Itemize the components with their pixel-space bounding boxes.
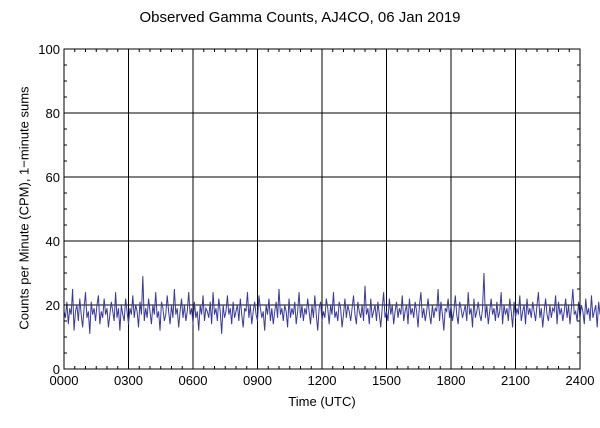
x-tick-label: 1200 — [308, 373, 337, 388]
x-tick-label: 0900 — [243, 373, 272, 388]
y-tick-label: 80 — [46, 106, 60, 121]
chart-title: Observed Gamma Counts, AJ4CO, 06 Jan 201… — [139, 9, 461, 26]
x-tick-label: 2100 — [501, 373, 530, 388]
x-tick-label: 1500 — [372, 373, 401, 388]
x-tick-label: 0300 — [114, 373, 143, 388]
y-tick-label: 100 — [38, 42, 60, 57]
x-tick-label: 0600 — [179, 373, 208, 388]
series-line — [63, 272, 600, 334]
y-tick-label: 60 — [46, 170, 60, 185]
y-tick-label: 40 — [46, 234, 60, 249]
y-tick-label: 0 — [53, 362, 60, 377]
x-tick-label: 1800 — [437, 373, 466, 388]
y-tick-label: 20 — [46, 298, 60, 313]
x-axis-label: Time (UTC) — [288, 394, 356, 409]
x-tick-label: 2400 — [566, 373, 595, 388]
x-tick-label: 0000 — [50, 373, 79, 388]
